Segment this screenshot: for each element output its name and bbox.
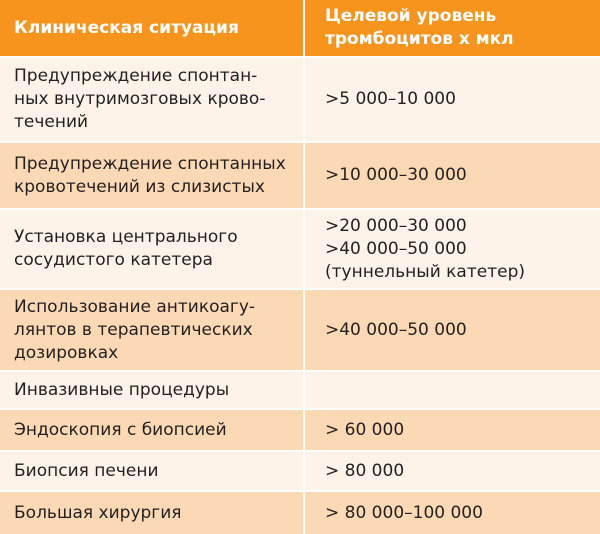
cell-text: Использование антикоагу- xyxy=(14,296,256,317)
table-cell: >20 000–30 000 >40 000–50 000 (туннельный … xyxy=(305,210,600,288)
cell-text: >5 000–10 000 xyxy=(325,89,456,109)
cell-text: Эндоскопия с биопсией xyxy=(14,419,227,440)
table-cell: >40 000–50 000 xyxy=(305,290,600,370)
table-cell: >10 000–30 000 xyxy=(305,143,600,208)
cell-text: тромбоцитов х мкл xyxy=(325,29,514,49)
cell-text: > 80 000 xyxy=(325,460,405,481)
cell-text: ных внутримозговых крово- xyxy=(14,89,266,109)
cell-text: дозировках xyxy=(14,342,119,363)
cell-text: Предупреждение спонтанных xyxy=(14,153,286,174)
cell-text: > 60 000 xyxy=(325,419,405,440)
table-cell: Установка центрального сосудистого катете… xyxy=(0,210,305,288)
table-cell: Эндоскопия с биопсией xyxy=(0,410,305,450)
cell-text: Целевой уровень xyxy=(325,6,497,26)
table-cell: Инвазивные процедуры xyxy=(0,372,305,408)
table-cell: Большая хирургия xyxy=(0,492,305,534)
table-row: Биопсия печени > 80 000 xyxy=(0,452,600,492)
cell-text: Установка центрального xyxy=(14,227,238,247)
cell-text: Предупреждение спонтан- xyxy=(14,66,258,86)
cell-text: сосудистого катетера xyxy=(14,250,213,270)
table-cell: > 60 000 xyxy=(305,410,600,450)
cell-text: (туннельный катетер) xyxy=(325,261,525,282)
table-cell: Использование антикоагу-лянтов в терапев… xyxy=(0,290,305,370)
cell-text: Инвазивные процедуры xyxy=(14,379,230,400)
cell-text: лянтов в терапевтических xyxy=(14,319,253,340)
table-cell: > 80 000 xyxy=(305,452,600,490)
table-row: Инвазивные процедуры xyxy=(0,372,600,410)
cell-text: > 80 000–100 000 xyxy=(325,502,483,523)
cell-text: кровотечений из слизистых xyxy=(14,176,265,197)
table-cell: Предупреждение спонтанных кровотечений из… xyxy=(0,143,305,208)
table-cell: >5 000–10 000 xyxy=(305,58,600,141)
table-cell: Биопсия печени xyxy=(0,452,305,490)
cell-text: Клиническая ситуация xyxy=(14,17,239,38)
table-row: Предупреждение спонтанных кровотечений из… xyxy=(0,143,600,210)
cell-text: >10 000–30 000 xyxy=(325,165,467,185)
table-row: Установка центрального сосудистого катете… xyxy=(0,210,600,290)
table-cell xyxy=(305,372,600,408)
table-cell: Клиническая ситуация xyxy=(0,0,305,56)
table-row: Клиническая ситуация Целевой уровень тромб… xyxy=(0,0,600,58)
cell-text: течений xyxy=(14,112,89,132)
table-cell: Предупреждение спонтан-ных внутримозговы… xyxy=(0,58,305,141)
table-cell: > 80 000–100 000 xyxy=(305,492,600,534)
cell-text: Большая хирургия xyxy=(14,502,182,523)
table-row: Использование антикоагу-лянтов в терапев… xyxy=(0,290,600,372)
cell-text: >20 000–30 000 xyxy=(325,215,467,236)
table-row: Большая хирургия > 80 000–100 000 xyxy=(0,492,600,534)
table-cell: Целевой уровень тромбоцитов х мкл xyxy=(305,0,600,56)
table-row: Эндоскопия с биопсией > 60 000 xyxy=(0,410,600,452)
cell-text: >40 000–50 000 xyxy=(325,319,467,340)
table-row: Предупреждение спонтан-ных внутримозговы… xyxy=(0,58,600,143)
cell-text: >40 000–50 000 xyxy=(325,238,467,259)
cell-text: Биопсия печени xyxy=(14,460,159,481)
